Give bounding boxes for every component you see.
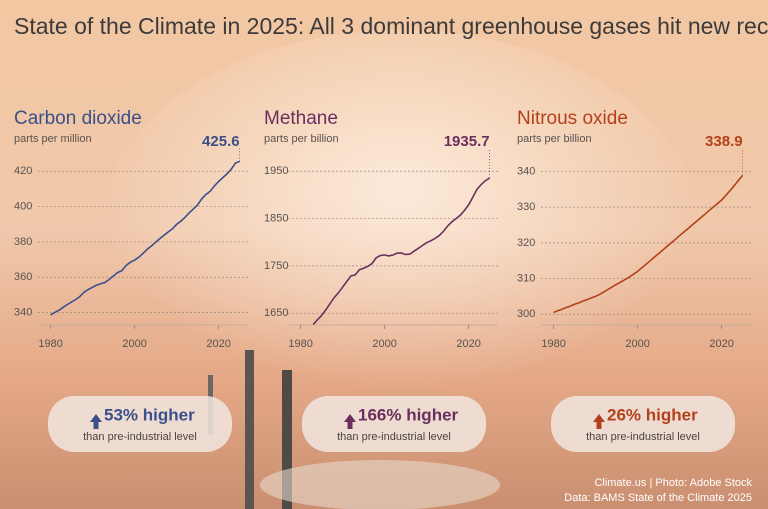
badge [48, 396, 232, 452]
x-tick-label: 1980 [288, 338, 312, 350]
y-tick-label: 1650 [264, 307, 288, 319]
x-tick-label: 2000 [122, 338, 146, 350]
y-tick-label: 380 [14, 236, 32, 248]
credit: Climate.us | Photo: Adobe Stock [594, 477, 752, 489]
badge-note: than pre-industrial level [83, 431, 197, 443]
chart-subtitle: parts per million [14, 133, 92, 145]
smoke [260, 460, 500, 509]
x-tick-label: 2000 [372, 338, 396, 350]
x-tick-label: 2020 [709, 338, 733, 350]
y-tick-label: 320 [517, 237, 535, 249]
arrow-icon [344, 414, 356, 429]
x-tick-label: 1980 [38, 338, 62, 350]
credit: Data: BAMS State of the Climate 2025 [564, 492, 752, 504]
badge-note: than pre-industrial level [337, 431, 451, 443]
y-tick-label: 330 [517, 201, 535, 213]
y-tick-label: 300 [517, 308, 535, 320]
y-tick-label: 1950 [264, 165, 288, 177]
data-line [553, 174, 744, 314]
badge-note: than pre-industrial level [586, 431, 700, 443]
badge [302, 396, 486, 452]
chart-title: Nitrous oxide [517, 108, 628, 129]
arrow-icon [90, 414, 102, 429]
badge [551, 396, 735, 452]
y-tick-label: 340 [14, 307, 32, 319]
title: State of the Climate in 2025: All 3 domi… [14, 13, 768, 39]
chart-title: Carbon dioxide [14, 108, 142, 129]
y-tick-label: 340 [517, 165, 535, 177]
x-tick-label: 2020 [456, 338, 480, 350]
charts: Carbon dioxide parts per million 340 360 380… [14, 108, 751, 452]
chimney [282, 370, 292, 509]
data-line [312, 177, 491, 326]
y-tick-label: 1850 [264, 212, 288, 224]
badge-headline: 53% higher [104, 405, 195, 424]
value-label: 1935.7 [444, 133, 490, 150]
y-tick-label: 420 [14, 165, 32, 177]
value-label: 425.6 [202, 133, 240, 150]
y-tick-label: 310 [517, 272, 535, 284]
chart-title: Methane [264, 108, 338, 129]
y-tick-label: 400 [14, 200, 32, 212]
chart-subtitle: parts per billion [264, 133, 339, 145]
x-tick-label: 1980 [541, 338, 565, 350]
glow [100, 30, 700, 430]
y-tick-label: 360 [14, 271, 32, 283]
badge-headline: 166% higher [358, 405, 459, 424]
data-line [50, 160, 240, 316]
arrow-icon [593, 414, 605, 429]
chart-subtitle: parts per billion [517, 133, 592, 145]
x-tick-label: 2000 [625, 338, 649, 350]
chimney [245, 350, 254, 509]
badge-headline: 26% higher [607, 405, 698, 424]
value-label: 338.9 [705, 133, 743, 150]
y-tick-label: 1750 [264, 260, 288, 272]
x-tick-label: 2020 [206, 338, 230, 350]
